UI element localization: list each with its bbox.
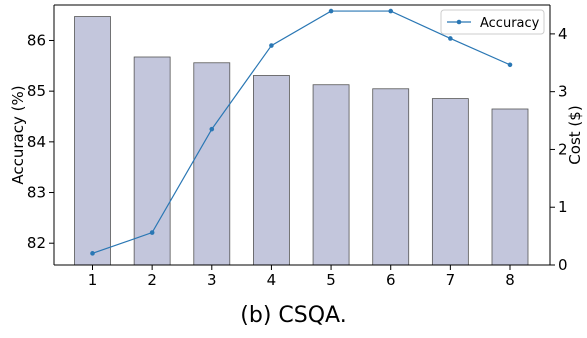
legend: Accuracy (440, 9, 545, 35)
accuracy-point-1 (90, 251, 95, 256)
left-y-tick-label-83: 83 (27, 184, 46, 202)
accuracy-point-2 (149, 230, 155, 235)
cost-bar-4 (253, 75, 290, 266)
cost-bars (74, 16, 529, 266)
left-y-tick-label-85: 85 (27, 82, 46, 100)
accuracy-point-5 (328, 8, 334, 14)
left-y-axis-title: Accuracy (%) (9, 85, 27, 184)
right-y-tick-label-1: 1 (558, 198, 568, 216)
cost-bar-7 (431, 98, 469, 266)
accuracy-point-3 (209, 126, 215, 132)
accuracy-line-series (90, 8, 513, 256)
x-tick-label-2: 2 (147, 271, 157, 289)
accuracy-point-8 (507, 62, 513, 68)
legend-label: Accuracy (480, 16, 540, 31)
left-y-tick-label-86: 86 (27, 31, 46, 49)
left-y-tick-label-82: 82 (27, 234, 46, 252)
cost-bar-8 (491, 108, 529, 266)
accuracy-point-6 (388, 8, 394, 14)
right-y-axis-title: Cost ($) (566, 105, 584, 164)
left-y-tick-label-84: 84 (27, 133, 46, 151)
x-tick-label-3: 3 (207, 271, 217, 289)
x-tick-label-6: 6 (386, 271, 396, 289)
cost-bar-6 (372, 88, 410, 266)
legend-box (440, 9, 545, 35)
x-tick-label-4: 4 (267, 271, 277, 289)
x-tick-label-8: 8 (505, 271, 515, 289)
right-y-tick-label-3: 3 (558, 83, 568, 101)
chart: 1 2 3 4 5 6 7 8 82 83 84 85 86 0 1 2 3 4 Accuracy (%) Cost … (9, 4, 584, 289)
cost-bar-5 (312, 84, 350, 266)
x-tick-label-5: 5 (326, 271, 336, 289)
accuracy-point-7 (448, 36, 453, 41)
legend-marker (456, 19, 462, 25)
right-y-tick-label-2: 2 (558, 140, 568, 158)
accuracy-line (92, 10, 511, 254)
cost-bar-1 (74, 16, 111, 266)
axes: 1 2 3 4 5 6 7 8 82 83 84 85 86 0 1 2 3 4 Accuracy (%) Cost … (9, 4, 584, 289)
figure-caption: (b) CSQA. (240, 303, 347, 328)
accuracy-point-4 (269, 43, 274, 48)
right-y-tick-label-4: 4 (558, 25, 568, 43)
cost-bar-3 (193, 62, 231, 266)
x-tick-label-7: 7 (446, 271, 456, 289)
right-y-tick-label-0: 0 (558, 256, 568, 274)
x-tick-label-1: 1 (88, 271, 98, 289)
